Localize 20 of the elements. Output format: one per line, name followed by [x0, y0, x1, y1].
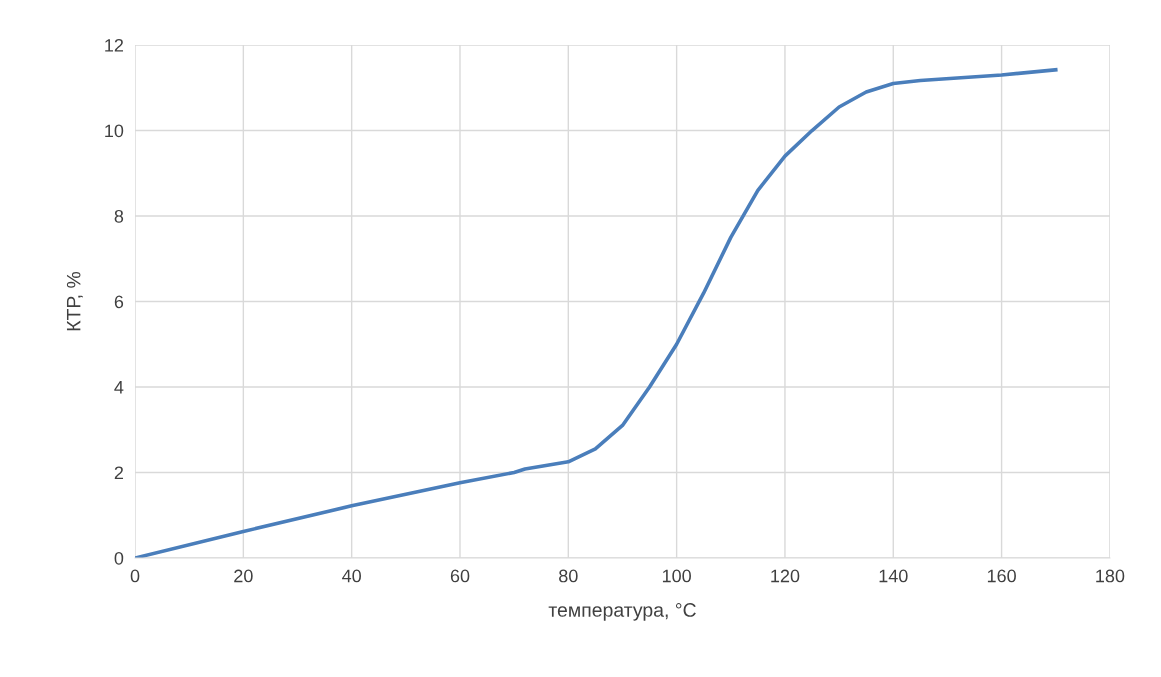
y-tick-label: 2 [114, 466, 124, 480]
y-tick-label: 10 [105, 124, 124, 138]
y-tick-label: 4 [114, 381, 124, 394]
x-axis-title: температура, °C [548, 603, 696, 621]
x-tick-label: 0 [130, 569, 140, 583]
x-tick-label: 40 [342, 569, 361, 583]
x-tick-label: 20 [234, 569, 253, 583]
y-tick-label: 8 [114, 209, 124, 223]
x-tick-label: 160 [987, 569, 1016, 583]
x-tick-label: 140 [879, 569, 908, 583]
x-tick-label: 80 [559, 569, 578, 583]
x-tick-label: 120 [771, 569, 800, 583]
line-series [135, 68, 1058, 558]
y-tick-label: 6 [114, 295, 124, 309]
y-tick-label: 0 [114, 551, 124, 565]
y-axis-title: КТР, % [66, 271, 83, 331]
x-tick-label: 100 [662, 569, 691, 583]
x-tick-label: 180 [1096, 569, 1125, 583]
x-tick-label: 60 [450, 569, 470, 583]
y-tick-label: 12 [105, 38, 124, 52]
